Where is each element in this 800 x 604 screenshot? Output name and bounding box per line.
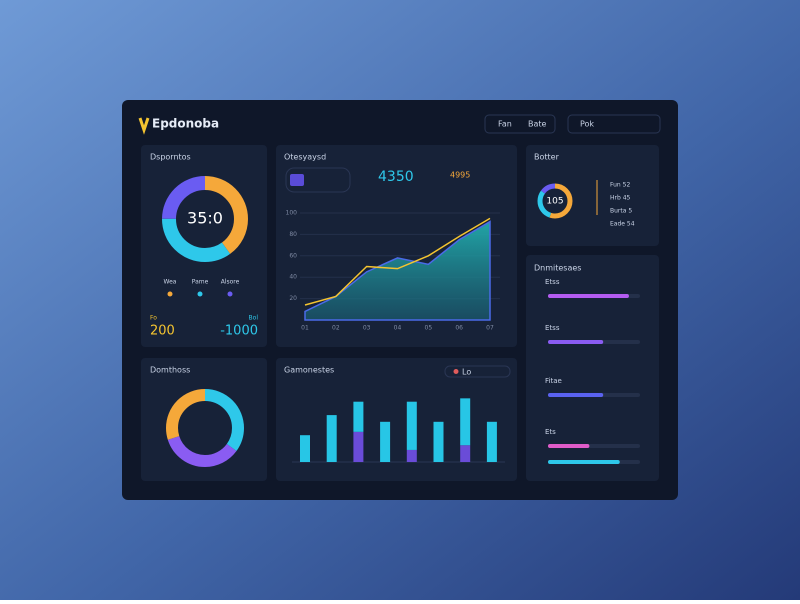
- bar: [380, 421, 391, 462]
- bar: [460, 398, 471, 446]
- legend-dot: [197, 291, 203, 297]
- x-tick-label: 04: [394, 325, 402, 332]
- legend-dot: [227, 291, 233, 297]
- progress-label: Ets: [545, 428, 556, 436]
- subline: 4995: [450, 171, 470, 180]
- bar: [406, 401, 417, 450]
- chip[interactable]: [444, 365, 511, 378]
- logo-icon: [138, 117, 150, 135]
- legend-label: Wea: [164, 279, 177, 286]
- donut-segment: [537, 183, 573, 219]
- card-title: Gamonestes: [284, 366, 334, 375]
- progress-label: Etss: [545, 324, 560, 332]
- y-tick-label: 100: [286, 210, 298, 217]
- card: [526, 145, 659, 246]
- x-tick-label: 06: [455, 325, 463, 332]
- donut-segment: [162, 176, 248, 262]
- donut-segment: [166, 389, 244, 467]
- x-tick-label: 01: [301, 325, 309, 332]
- chip-dot: [453, 369, 459, 374]
- bar: [433, 421, 444, 462]
- stat-label: Fo: [150, 315, 157, 322]
- toolbar[interactable]: [285, 167, 351, 193]
- stat-label: Bol: [249, 315, 259, 322]
- tab[interactable]: Bate: [528, 120, 547, 129]
- progress-bar: [548, 294, 629, 298]
- progress-bar: [548, 340, 604, 344]
- y-tick-label: 40: [289, 274, 297, 281]
- line: [304, 217, 491, 306]
- bar: [300, 435, 310, 462]
- list-item: Fun 52: [610, 182, 630, 189]
- legend-label: Alsore: [221, 279, 240, 286]
- x-tick-label: 02: [332, 325, 340, 332]
- bar: [326, 415, 337, 462]
- x-tick-label: 07: [486, 325, 494, 332]
- progress-bar: [548, 460, 620, 464]
- x-tick-label: 03: [363, 325, 371, 332]
- donut-center: 105: [546, 197, 563, 207]
- donut-segment: [162, 176, 248, 262]
- card-title: Dnmitesaes: [534, 264, 581, 273]
- bar: [353, 401, 364, 432]
- legend-label: Pame: [192, 279, 209, 286]
- donut-segment: [166, 389, 244, 467]
- legend-dot: [167, 291, 173, 297]
- card: [526, 255, 659, 481]
- progress-label: Etss: [545, 278, 560, 286]
- y-tick-label: 20: [289, 295, 297, 302]
- bar: [353, 431, 364, 462]
- stat-value: -1000: [220, 324, 258, 339]
- bar: [460, 445, 471, 462]
- tab[interactable]: Fan: [498, 120, 512, 129]
- donut-segment: [537, 183, 573, 219]
- card: [276, 358, 517, 481]
- progress-label: Fitae: [545, 377, 562, 385]
- list-item: Hrb 45: [610, 195, 631, 202]
- list-item: Burta 5: [610, 208, 632, 215]
- donut-center: 35:0: [187, 209, 223, 228]
- bar: [406, 449, 417, 462]
- chip-label[interactable]: Lo: [462, 368, 471, 377]
- card-title: Dsporntos: [150, 153, 191, 162]
- progress-bar: [548, 444, 590, 448]
- toolbar-button[interactable]: [290, 174, 304, 186]
- logo: Epdonoba: [152, 117, 219, 131]
- x-tick-label: 05: [425, 325, 433, 332]
- tab[interactable]: Pok: [580, 120, 594, 129]
- list-item: Eade 54: [610, 221, 635, 228]
- tab-group[interactable]: [484, 114, 556, 134]
- y-tick-label: 60: [289, 252, 297, 259]
- progress-bar: [548, 393, 604, 397]
- area: [304, 220, 491, 321]
- card-title: Domthoss: [150, 366, 190, 375]
- card-title: Botter: [534, 153, 560, 162]
- tab-group[interactable]: [567, 114, 661, 134]
- stat-value: 200: [150, 324, 175, 339]
- headline: 4350: [378, 169, 414, 185]
- bar: [486, 421, 497, 462]
- y-tick-label: 80: [289, 231, 297, 238]
- card-title: Otesyaysd: [284, 153, 326, 162]
